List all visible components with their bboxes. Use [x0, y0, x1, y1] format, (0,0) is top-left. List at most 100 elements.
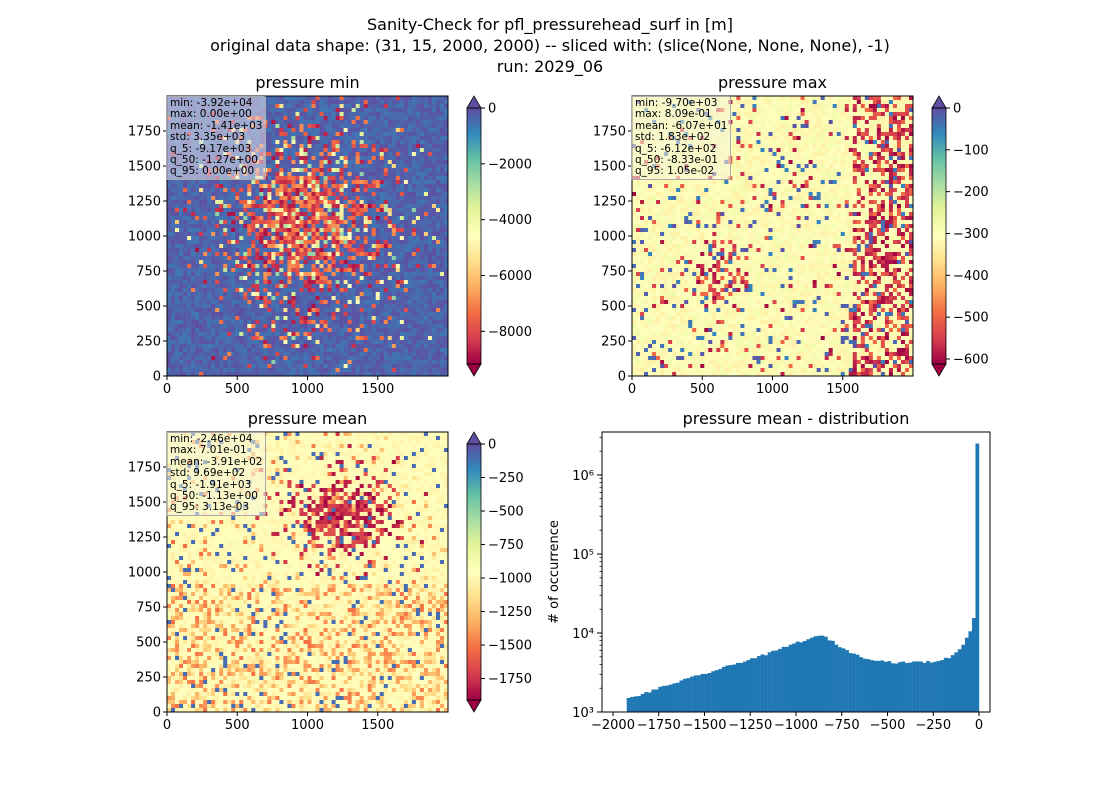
heatmap-cell	[243, 280, 248, 285]
heatmap-cell	[359, 288, 364, 293]
heatmap-cell	[411, 308, 417, 313]
heatmap-cell	[299, 180, 304, 185]
heatmap-cell	[419, 148, 425, 153]
heatmap-cell	[351, 108, 356, 113]
heatmap-cell	[259, 364, 264, 369]
heatmap-cell	[403, 184, 409, 189]
heatmap-cell	[227, 228, 232, 233]
heatmap-cell	[335, 176, 340, 181]
heatmap-cell	[443, 192, 449, 197]
heatmap-cell	[347, 240, 352, 245]
heatmap-cell	[179, 368, 184, 373]
heatmap-cell	[431, 212, 437, 217]
heatmap-cell	[287, 340, 292, 345]
heatmap-cell	[295, 244, 300, 249]
heatmap-cell	[399, 232, 405, 237]
heatmap-cell	[391, 348, 397, 353]
heatmap-cell	[247, 340, 252, 345]
heatmap-cell	[387, 256, 393, 261]
heatmap-cell	[379, 148, 385, 153]
heatmap-cell	[243, 216, 248, 221]
heatmap-cell	[335, 140, 340, 145]
heatmap-cell	[351, 304, 356, 309]
heatmap-cell	[319, 116, 324, 121]
heatmap-cell	[407, 208, 413, 213]
heatmap-cell	[423, 200, 429, 205]
heatmap-cell	[423, 108, 429, 113]
heatmap-cell	[203, 296, 208, 301]
heatmap-cell	[419, 180, 425, 185]
heatmap-cell	[311, 184, 316, 189]
heatmap-cell	[331, 196, 336, 201]
heatmap-cell	[267, 372, 272, 377]
heatmap-cell	[407, 300, 413, 305]
heatmap-cell	[411, 240, 417, 245]
heatmap-cell	[287, 288, 292, 293]
heatmap-cell	[343, 236, 348, 241]
heatmap-cell	[323, 256, 328, 261]
heatmap-cell	[327, 116, 332, 121]
heatmap-cell	[423, 356, 429, 361]
heatmap-cell	[415, 284, 421, 289]
heatmap-cell	[375, 132, 381, 137]
heatmap-cell	[247, 228, 252, 233]
heatmap-cell	[407, 156, 413, 161]
heatmap-cell	[335, 152, 340, 157]
heatmap-cell	[347, 368, 352, 373]
heatmap-cell	[431, 136, 437, 141]
heatmap-cell	[311, 288, 316, 293]
heatmap-cell	[267, 244, 272, 249]
heatmap-cell	[235, 332, 240, 337]
heatmap-cell	[379, 352, 385, 357]
heatmap-cell	[195, 248, 200, 253]
heatmap-cell	[171, 248, 176, 253]
heatmap-cell	[171, 208, 176, 213]
heatmap-cell	[179, 316, 184, 321]
heatmap-cell	[247, 256, 252, 261]
heatmap-cell	[363, 120, 369, 125]
heatmap-cell	[179, 232, 184, 237]
heatmap-cell	[227, 324, 232, 329]
heatmap-cell	[411, 304, 417, 309]
heatmap-cell	[303, 332, 308, 337]
heatmap-cell	[768, 96, 773, 101]
heatmap-cell	[307, 304, 312, 309]
heatmap-cell	[223, 216, 228, 221]
heatmap-cell	[443, 176, 449, 181]
heatmap-cell	[375, 228, 381, 233]
heatmap-cell	[399, 304, 405, 309]
heatmap-cell	[263, 204, 268, 209]
heatmap-cell	[231, 316, 236, 321]
heatmap-cell	[367, 96, 373, 101]
heatmap-cell	[363, 96, 369, 101]
heatmap-cell	[259, 332, 264, 337]
heatmap-cell	[403, 344, 409, 349]
heatmap-cell	[359, 320, 364, 325]
heatmap-cell	[407, 172, 413, 177]
heatmap-cell	[275, 324, 280, 329]
heatmap-cell	[355, 168, 360, 173]
heatmap-cell	[383, 216, 389, 221]
x-tick-label: 1000	[291, 382, 324, 397]
heatmap-cell	[383, 136, 389, 141]
heatmap-cell	[431, 248, 437, 253]
heatmap-cell	[243, 304, 248, 309]
heatmap-cell	[363, 264, 369, 269]
heatmap-cell	[387, 164, 393, 169]
heatmap-cell	[435, 156, 441, 161]
heatmap-cell	[243, 184, 248, 189]
heatmap-cell	[203, 180, 208, 185]
heatmap-cell	[287, 248, 292, 253]
heatmap-cell	[415, 96, 421, 101]
heatmap-cell	[411, 204, 417, 209]
heatmap-cell	[347, 260, 352, 265]
heatmap-cell	[379, 328, 385, 333]
heatmap-cell	[195, 232, 200, 237]
heatmap-cell	[291, 344, 296, 349]
heatmap-cell	[351, 204, 356, 209]
heatmap-cell	[183, 276, 188, 281]
heatmap-cell	[371, 260, 377, 265]
heatmap-cell	[399, 224, 405, 229]
heatmap-cell	[355, 312, 360, 317]
heatmap-cell	[435, 324, 441, 329]
